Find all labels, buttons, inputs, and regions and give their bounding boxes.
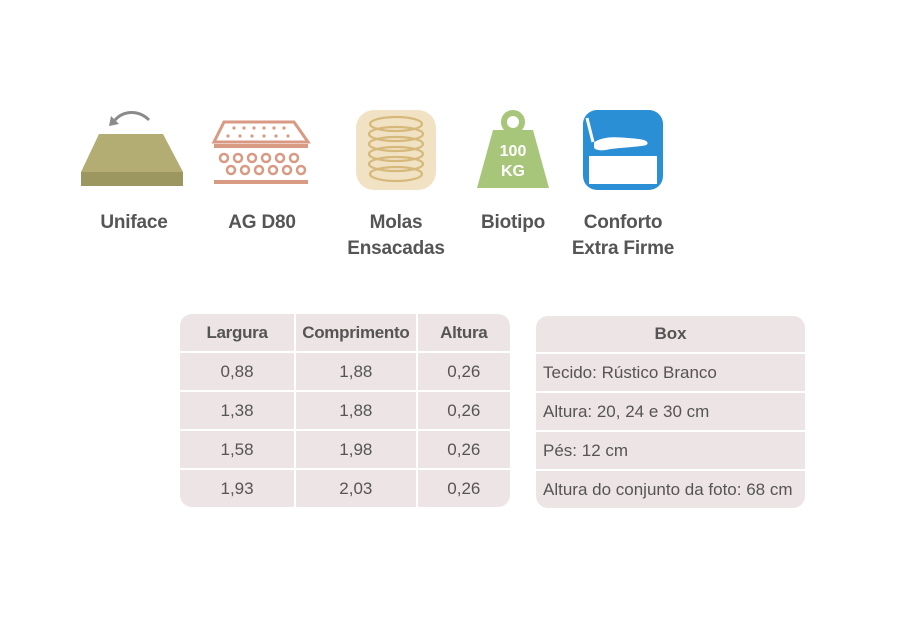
feature-ag-d80: AG D80 bbox=[192, 108, 332, 236]
table-cell: 2,03 bbox=[295, 469, 418, 507]
dimensions-table: Largura Comprimento Altura 0,88 1,88 0,2… bbox=[180, 314, 510, 507]
feature-conforto-extra-firme: Conforto Extra Firme bbox=[553, 108, 693, 262]
feature-label: Biotipo bbox=[480, 212, 546, 233]
table-cell: 1,88 bbox=[295, 352, 418, 392]
feature-molas-ensacadas: Molas Ensacadas bbox=[326, 108, 466, 262]
pocket-springs-icon bbox=[326, 108, 466, 192]
feature-label: Molas Ensacadas bbox=[347, 212, 445, 259]
hand-press-icon bbox=[553, 108, 693, 192]
table-header-row: Largura Comprimento Altura bbox=[180, 314, 510, 353]
mattress-flip-icon bbox=[64, 108, 204, 192]
table-cell: 1,98 bbox=[295, 430, 418, 470]
table-row: 1,58 1,98 0,26 bbox=[180, 430, 510, 470]
table-row: 1,38 1,88 0,26 bbox=[180, 391, 510, 431]
table-cell: 0,26 bbox=[447, 478, 481, 498]
table-cell: 1,58 bbox=[180, 430, 297, 470]
column-header-largura: Largura bbox=[180, 314, 297, 353]
table-cell: 0,88 bbox=[180, 352, 297, 392]
box-table: Box Tecido: Rústico Branco Altura: 20, 2… bbox=[536, 316, 805, 508]
feature-label: Conforto Extra Firme bbox=[571, 212, 675, 259]
feature-label: AG D80 bbox=[228, 212, 296, 233]
svg-text:KG: KG bbox=[501, 163, 525, 180]
feature-label: Uniface bbox=[100, 212, 168, 233]
table-cell: 0,26 bbox=[416, 391, 510, 431]
table-cell: 1,93 bbox=[180, 469, 297, 507]
column-header-comprimento: Comprimento bbox=[295, 314, 418, 353]
table-cell: 0,26 bbox=[416, 430, 510, 470]
table-cell: 0,26 bbox=[416, 352, 510, 392]
box-row: Pés: 12 cm bbox=[536, 432, 805, 471]
table-row: 1,93 2,03 0,26 bbox=[180, 469, 510, 507]
box-row: Tecido: Rústico Branco bbox=[536, 354, 805, 393]
table-cell: 1,38 bbox=[180, 391, 297, 431]
column-header-altura: Altura bbox=[416, 314, 510, 353]
feature-biotipo: 100 KG Biotipo bbox=[443, 108, 583, 236]
svg-text:100: 100 bbox=[500, 143, 527, 160]
box-row: Altura: 20, 24 e 30 cm bbox=[536, 393, 805, 432]
foam-density-icon bbox=[192, 108, 332, 192]
feature-uniface: Uniface bbox=[64, 108, 204, 236]
weight-icon: 100 KG bbox=[443, 108, 583, 192]
table-cell: 1,88 bbox=[295, 391, 418, 431]
box-title: Box bbox=[536, 316, 805, 354]
box-row: Altura do conjunto da foto: 68 cm bbox=[543, 480, 793, 499]
table-row: 0,88 1,88 0,26 bbox=[180, 352, 510, 392]
